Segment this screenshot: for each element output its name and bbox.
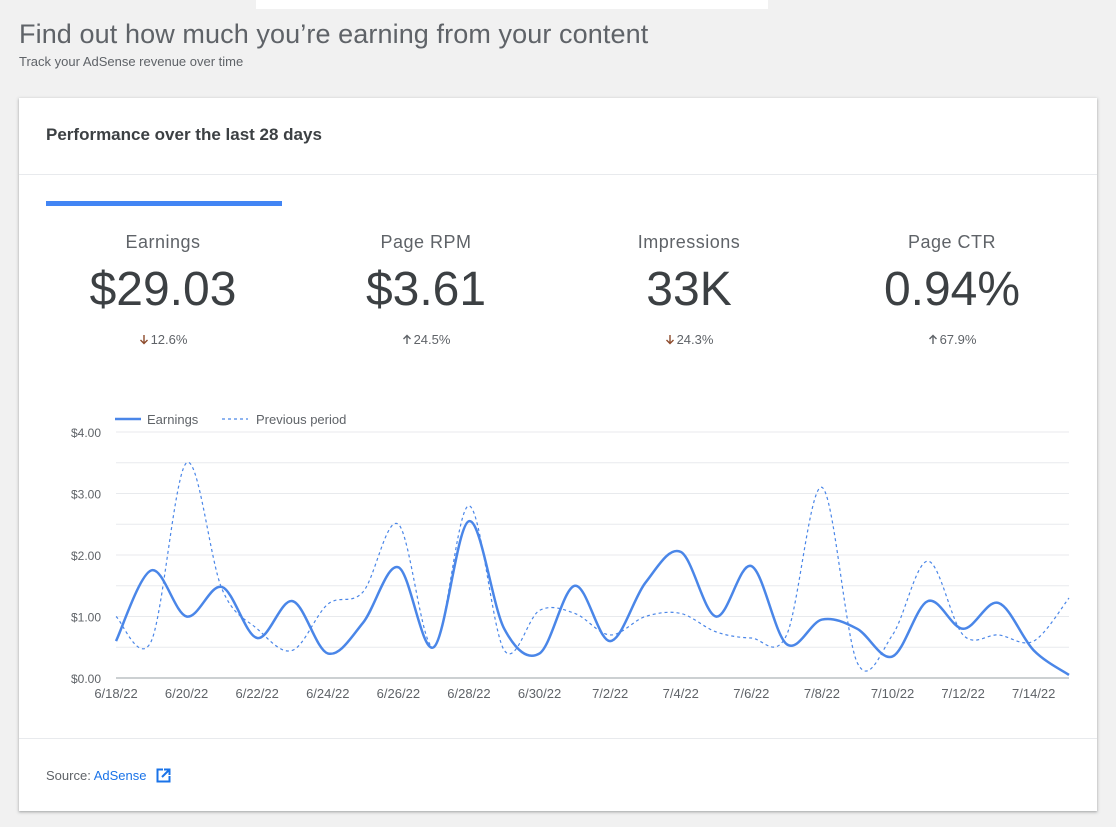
arrow-up-icon [928,334,937,344]
adsense-link[interactable]: AdSense [93,768,147,783]
top-strip [256,0,768,9]
metric-label: Page CTR [907,232,997,252]
metric-change-value: 12.6% [150,332,188,347]
x-tick-label: 7/14/22 [1012,686,1055,701]
y-tick-label: $4.00 [71,426,101,440]
open-in-new-icon[interactable] [156,768,172,783]
y-tick-label: $2.00 [71,549,101,563]
x-tick-label: 7/10/22 [871,686,914,701]
metric-impressions[interactable]: Impressions 33K 24.3% [554,232,824,347]
x-tick-label: 7/8/22 [804,686,840,701]
page-title: Find out how much you’re earning from yo… [19,19,649,49]
metric-change: 67.9% [817,332,1087,347]
source-label: Source: [46,768,91,783]
series-line-previous-period [115,462,1070,672]
y-tick-label: $3.00 [71,488,101,502]
arrow-up-icon [402,334,411,344]
performance-card: Performance over the last 28 days Earnin… [19,98,1097,811]
metric-label: Earnings [125,232,201,252]
metric-change-value: 24.3% [676,332,714,347]
arrow-down-icon [665,335,674,345]
x-tick-label: 6/26/22 [377,686,420,701]
metric-page-rpm[interactable]: Page RPM $3.61 24.5% [291,232,561,347]
x-tick-label: 7/2/22 [592,686,628,701]
x-tick-label: 6/18/22 [94,686,137,701]
y-axis-ticks: $0.00 $1.00 $2.00 $3.00 $4.00 [71,426,101,686]
chart-grid [116,431,1069,679]
y-tick-label: $1.00 [71,611,101,625]
x-tick-label: 6/20/22 [165,686,208,701]
x-tick-label: 6/24/22 [306,686,349,701]
x-tick-label: 7/4/22 [663,686,699,701]
metric-change-value: 67.9% [939,332,977,347]
metric-label: Impressions [637,232,741,252]
metric-earnings[interactable]: Earnings $29.03 12.6% [28,232,298,347]
x-tick-label: 6/30/22 [518,686,561,701]
series-line-earnings [114,519,1070,676]
card-title: Performance over the last 28 days [46,125,322,144]
x-axis-ticks: 6/18/22 6/20/22 6/22/22 6/24/22 6/26/22 6/28/… [94,686,1055,701]
metric-change: 12.6% [28,332,298,347]
earnings-line-chart[interactable]: Earnings Previous period $0.00 $1.00 $2.00… [19,398,1097,708]
x-tick-label: 7/12/22 [941,686,984,701]
legend-label-previous-period: Previous period [256,412,346,427]
metric-change: 24.3% [554,332,824,347]
metric-value: $3.61 [365,263,487,316]
metric-value: 33K [646,263,732,316]
y-tick-label: $0.00 [71,672,101,686]
chart-legend: Earnings Previous period [115,412,346,427]
x-tick-label: 6/22/22 [235,686,278,701]
metric-change-value: 24.5% [413,332,451,347]
metric-change: 24.5% [291,332,561,347]
arrow-down-icon [139,335,148,345]
page-subtitle: Track your AdSense revenue over time [19,54,244,69]
x-tick-label: 7/6/22 [733,686,769,701]
metric-value: $29.03 [89,263,237,316]
chart-lines [114,462,1070,676]
card-header: Performance over the last 28 days [19,98,1097,175]
source-line: Source: AdSense [46,768,172,783]
metric-value: 0.94% [883,263,1021,316]
legend-label-earnings: Earnings [147,412,199,427]
x-tick-label: 6/28/22 [447,686,490,701]
selected-tab-indicator [46,201,282,206]
card-footer: Source: AdSense [19,738,1097,812]
metric-page-ctr[interactable]: Page CTR 0.94% 67.9% [817,232,1087,347]
metric-label: Page RPM [380,232,472,252]
